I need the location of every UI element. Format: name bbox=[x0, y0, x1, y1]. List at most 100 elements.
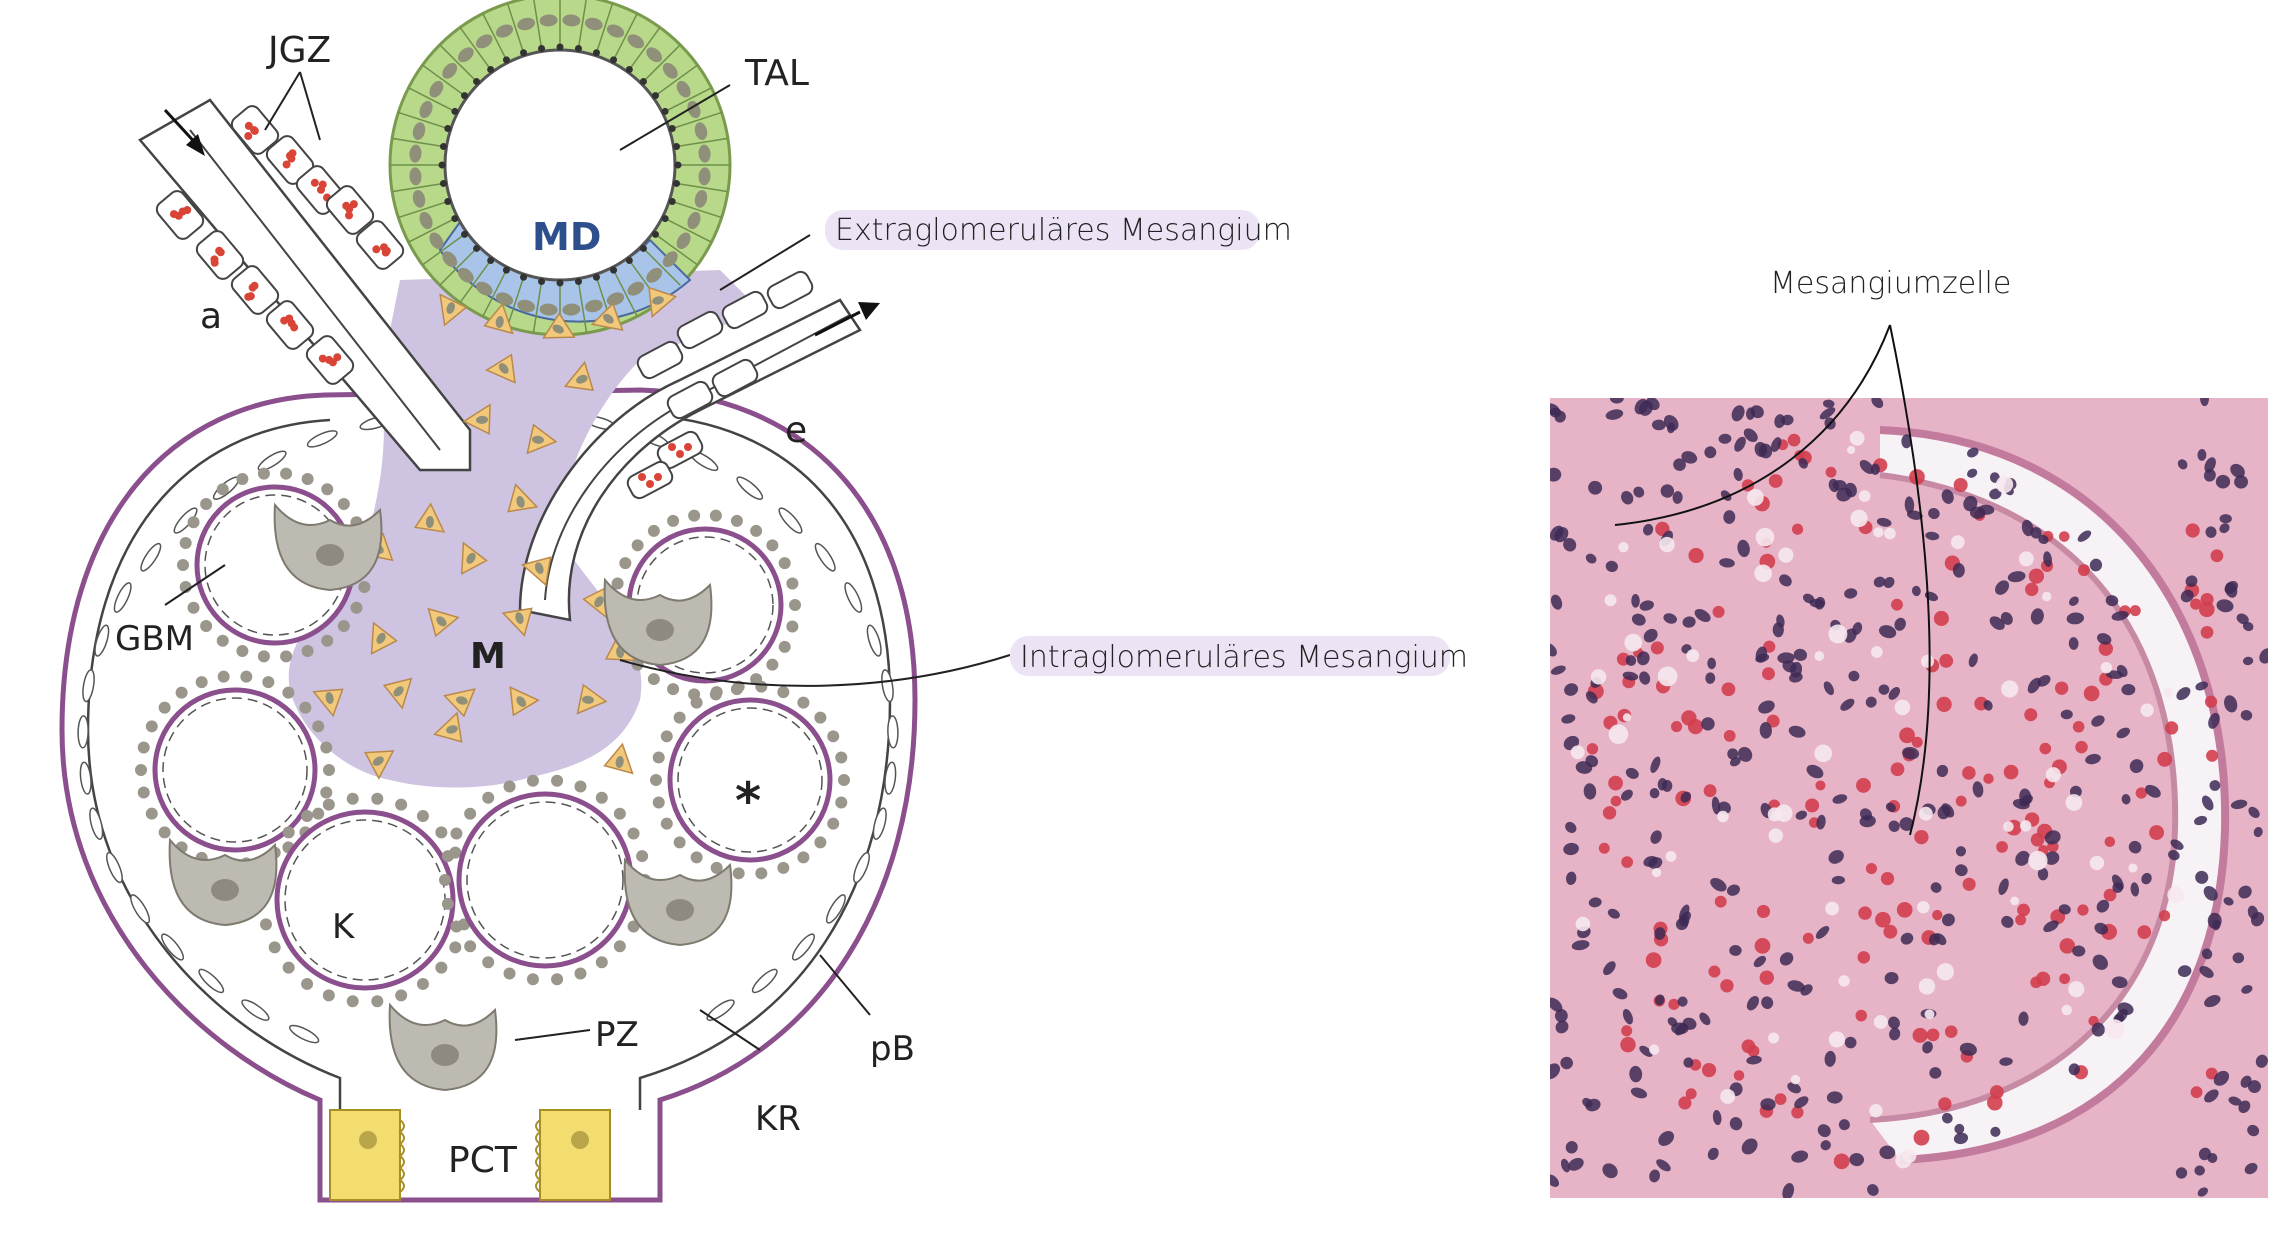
foot-process bbox=[613, 940, 626, 953]
tight-junction bbox=[520, 49, 528, 57]
vacuole bbox=[1873, 527, 1884, 538]
nucleus bbox=[1631, 593, 1640, 608]
nucleus bbox=[1650, 756, 1661, 773]
foot-process bbox=[262, 676, 275, 689]
tal-cell-wall bbox=[611, 267, 638, 317]
nucleus bbox=[1879, 1145, 1896, 1160]
foot-process bbox=[449, 941, 462, 954]
nucleus bbox=[2141, 872, 2152, 885]
nucleus bbox=[2111, 874, 2124, 891]
foot-process bbox=[323, 764, 335, 776]
label-jgz: JGZ bbox=[266, 30, 331, 71]
foot-process bbox=[200, 620, 213, 633]
foot-process bbox=[441, 850, 454, 863]
nucleus bbox=[1622, 671, 1639, 681]
tal-nucleus bbox=[662, 251, 678, 268]
afferent-arteriole bbox=[138, 98, 472, 472]
juxtaglomerular-cells bbox=[155, 105, 405, 385]
rbc bbox=[2129, 605, 2141, 617]
tal-cell-wall bbox=[459, 27, 494, 73]
foot-process bbox=[439, 874, 451, 886]
nucleus bbox=[1550, 1174, 1560, 1187]
foot-process bbox=[690, 696, 703, 709]
foot-process bbox=[574, 967, 587, 980]
nucleus bbox=[1585, 691, 1598, 704]
foot-process bbox=[137, 786, 150, 799]
vacuole bbox=[1870, 646, 1883, 658]
foot-process bbox=[710, 686, 723, 699]
nucleus bbox=[1560, 1056, 1573, 1070]
rbc bbox=[1912, 1027, 1928, 1043]
foot-process bbox=[322, 989, 335, 1002]
rbc bbox=[1953, 477, 1968, 493]
vacuole bbox=[2001, 680, 2019, 698]
foot-process bbox=[346, 792, 359, 805]
rbc bbox=[1932, 909, 1943, 921]
mesangial-nucleus bbox=[552, 324, 564, 334]
nucleus bbox=[1954, 1123, 1965, 1134]
vacuole bbox=[1768, 828, 1784, 843]
renin-granule bbox=[316, 185, 325, 194]
vacuole bbox=[1917, 900, 1930, 914]
tal-cell-wall bbox=[439, 44, 480, 85]
nucleus bbox=[1585, 755, 1599, 768]
tal-nucleus bbox=[419, 100, 433, 119]
renin-granule bbox=[646, 480, 654, 488]
foot-process bbox=[371, 792, 384, 805]
foot-process bbox=[710, 861, 723, 874]
nucleus bbox=[2176, 687, 2191, 701]
nucleus bbox=[1550, 997, 1563, 1012]
rbc bbox=[1944, 1025, 1958, 1038]
tal-cell-wall bbox=[669, 199, 722, 219]
nucleus bbox=[1718, 433, 1732, 444]
tal-cell-wall bbox=[673, 137, 729, 148]
parietal-cell bbox=[94, 624, 110, 657]
tal-cell-wall bbox=[533, 0, 543, 52]
tight-junction bbox=[639, 78, 647, 86]
parietal-cell bbox=[106, 851, 123, 884]
nucleus bbox=[1729, 944, 1742, 956]
tight-junction bbox=[661, 107, 669, 115]
nucleus bbox=[2018, 1011, 2029, 1026]
nucleus bbox=[1844, 1036, 1857, 1049]
rbc bbox=[1759, 970, 1774, 985]
nucleus bbox=[1726, 884, 1740, 896]
nucleus bbox=[2194, 1165, 2205, 1176]
tal-cell-wall bbox=[422, 64, 468, 99]
nucleus bbox=[1550, 1063, 1560, 1080]
rbc bbox=[2017, 903, 2030, 917]
nucleus bbox=[1683, 1057, 1694, 1068]
nucleus bbox=[1660, 484, 1675, 498]
nucleus bbox=[2215, 474, 2231, 489]
rbc bbox=[2077, 904, 2089, 916]
vacuole bbox=[2068, 981, 2085, 998]
rbc bbox=[2075, 740, 2088, 754]
foot-process bbox=[301, 645, 314, 658]
foot-process bbox=[236, 645, 249, 658]
rbc bbox=[2205, 1067, 2218, 1080]
foot-process bbox=[730, 514, 743, 527]
nucleus bbox=[2224, 580, 2238, 594]
nucleus bbox=[2200, 398, 2209, 407]
nucleus bbox=[1815, 925, 1830, 939]
parietal-cell bbox=[113, 582, 132, 613]
tal-nucleus bbox=[517, 299, 536, 313]
nucleus bbox=[1731, 405, 1745, 422]
tal-cell-wall bbox=[673, 182, 729, 193]
nucleus bbox=[1682, 1017, 1697, 1030]
nucleus bbox=[1814, 596, 1826, 610]
tal-nucleus bbox=[412, 189, 426, 208]
nucleus bbox=[2097, 633, 2112, 645]
rbc bbox=[2058, 531, 2070, 542]
renin-granule bbox=[654, 473, 662, 481]
nucleus bbox=[2038, 534, 2049, 545]
mesangial-nucleus bbox=[446, 302, 455, 314]
nucleus bbox=[2195, 870, 2209, 884]
foot-process bbox=[652, 796, 665, 809]
tight-junction bbox=[610, 56, 618, 64]
podocyte-nucleus bbox=[211, 879, 239, 901]
nucleus bbox=[1849, 1153, 1864, 1167]
vacuole bbox=[1995, 475, 2014, 494]
nucleus bbox=[2242, 621, 2254, 632]
rbc bbox=[1754, 938, 1771, 954]
